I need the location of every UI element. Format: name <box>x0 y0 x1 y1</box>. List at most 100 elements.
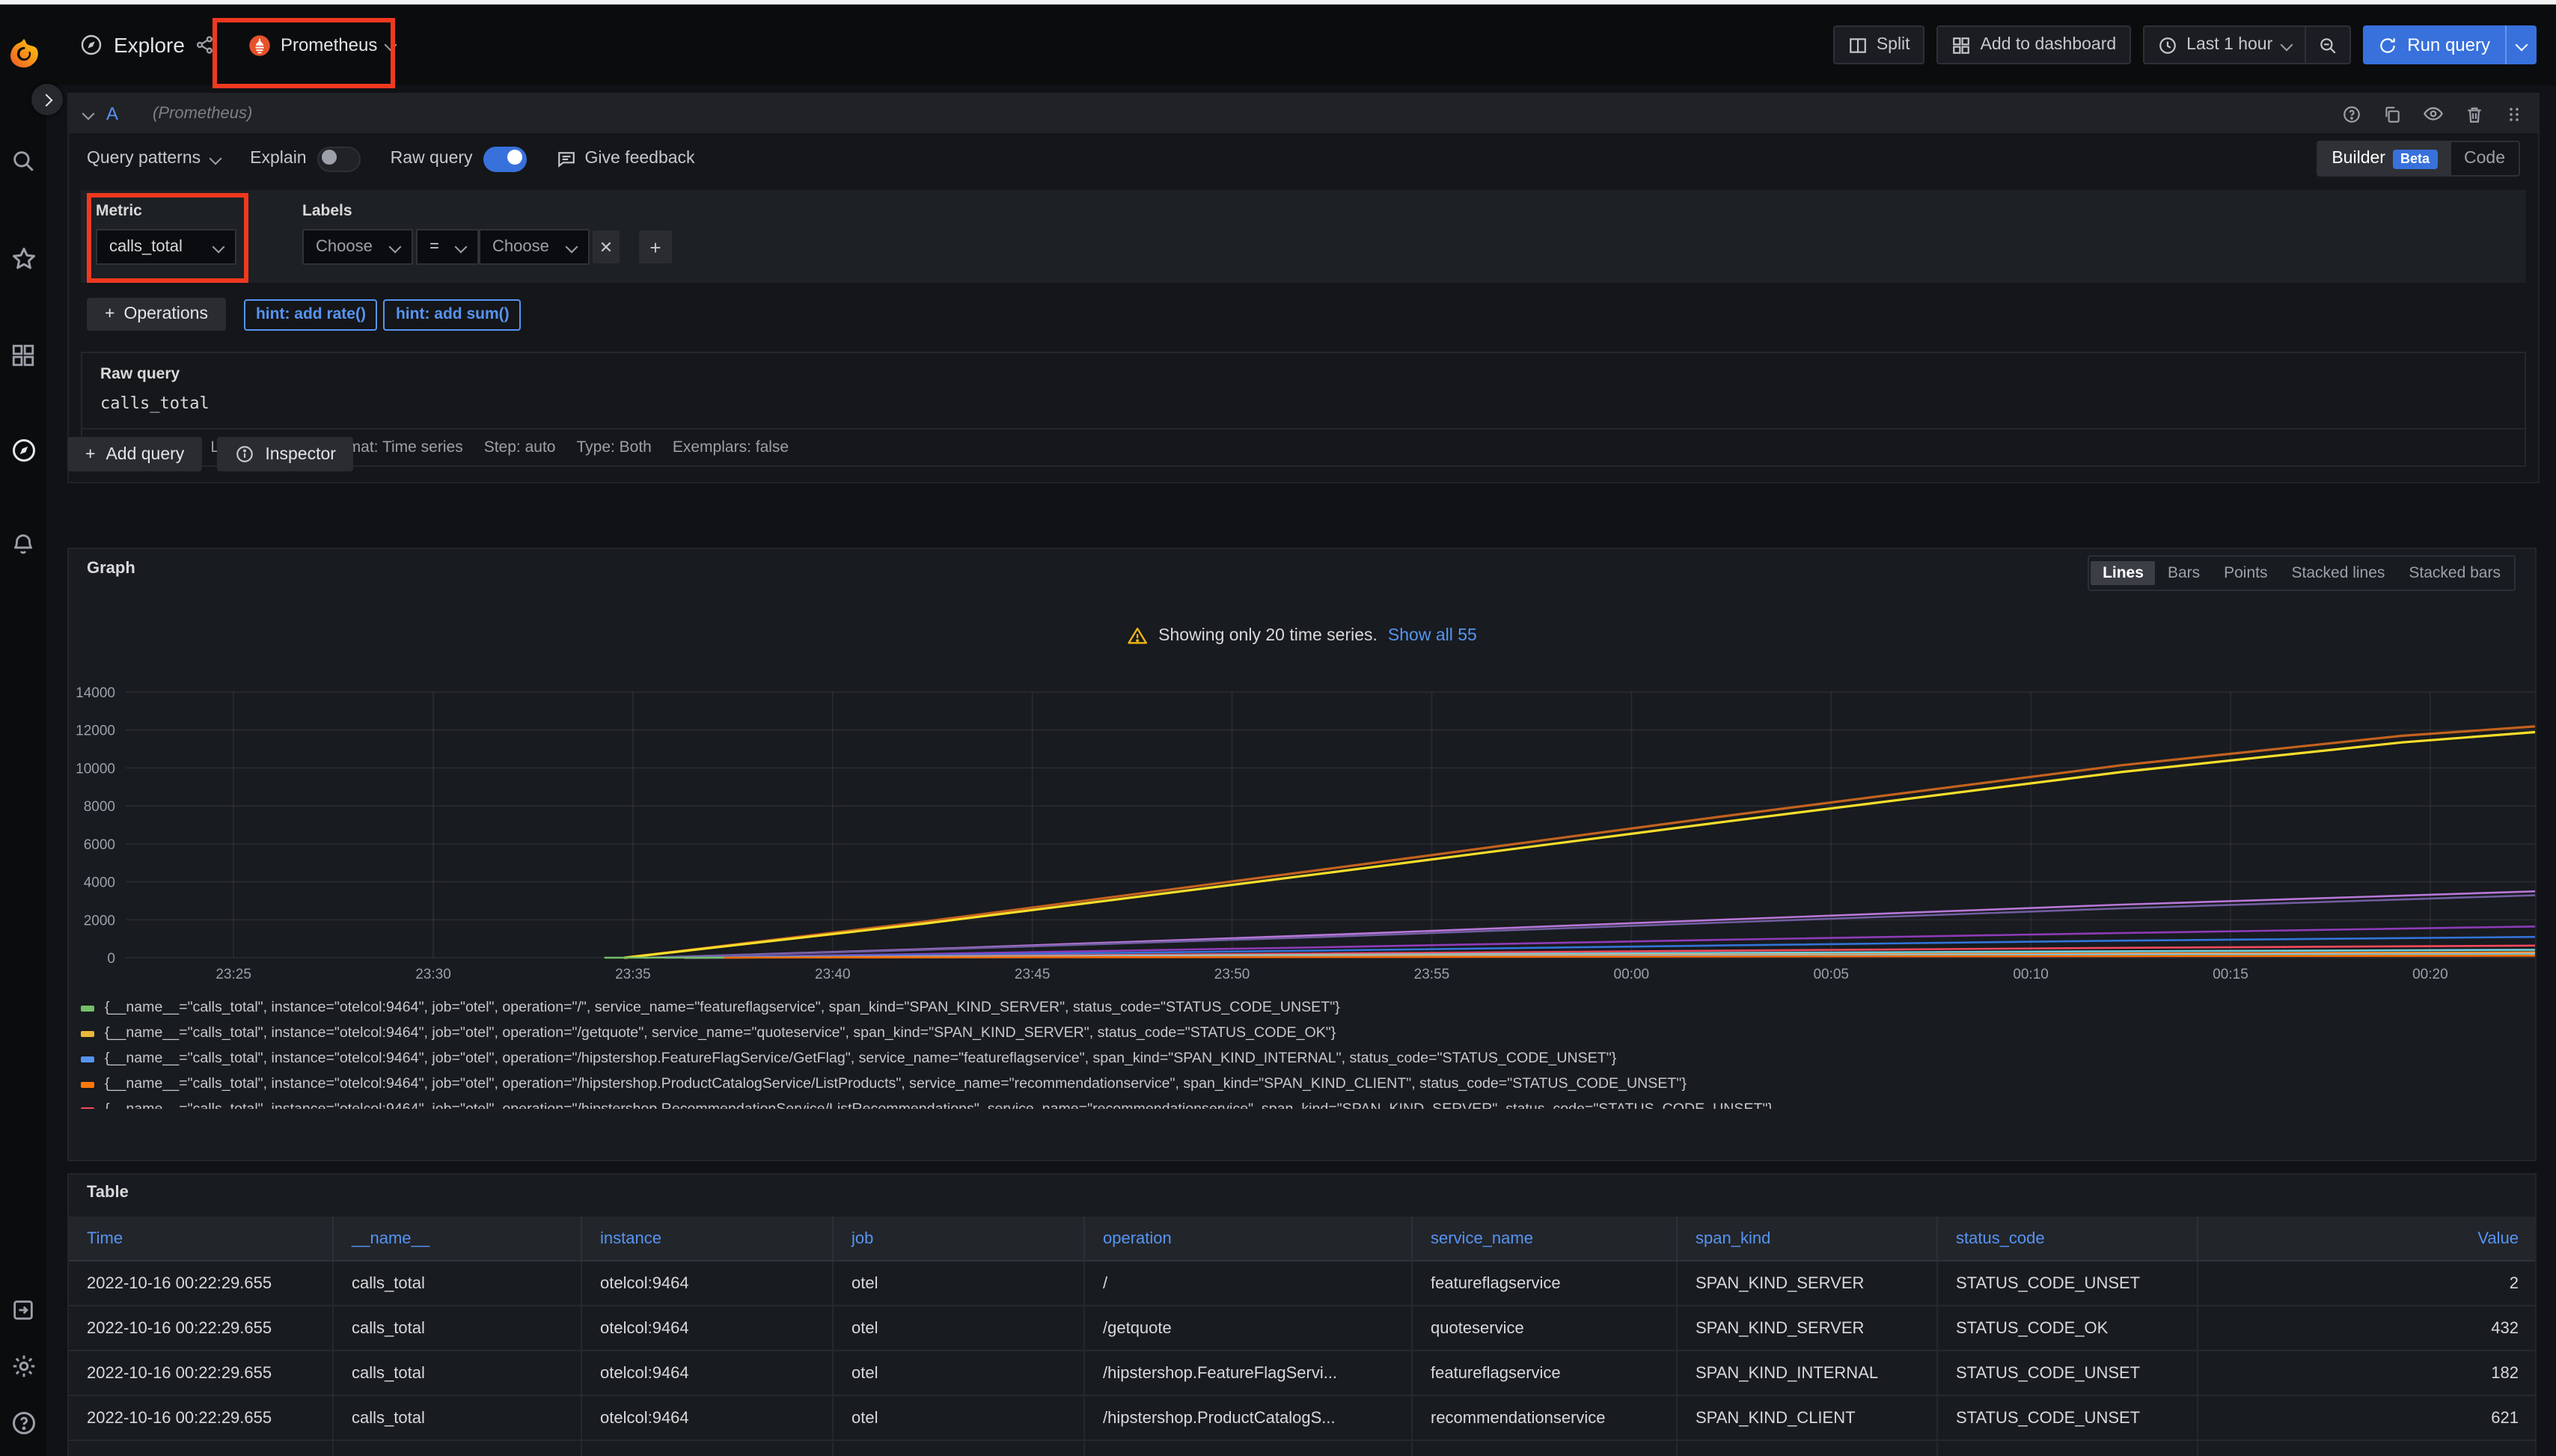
operations-button[interactable]: + Operations <box>87 298 226 331</box>
table-header-spankind[interactable]: span_kind <box>1678 1217 1938 1261</box>
table-header-statuscode[interactable]: status_code <box>1938 1217 2198 1261</box>
legend-color-marker <box>81 1107 94 1109</box>
table-header-name[interactable]: __name__ <box>334 1217 582 1261</box>
graph-mode-stacked-bars[interactable]: Stacked bars <box>2397 561 2513 585</box>
help-circle-icon[interactable] <box>2342 104 2361 123</box>
graph-mode-stacked-lines[interactable]: Stacked lines <box>2280 561 2397 585</box>
series-limit-warning: Showing only 20 time series. Show all 55 <box>1127 625 1477 646</box>
add-query-button[interactable]: + Add query <box>67 437 202 471</box>
query-ref-id: A <box>106 103 118 124</box>
raw-query-label: Raw query <box>391 150 473 168</box>
copy-icon[interactable] <box>2382 104 2402 123</box>
table-header-servicename[interactable]: service_name <box>1413 1217 1678 1261</box>
run-query-button[interactable]: Run query <box>2362 25 2537 64</box>
run-query-caret[interactable] <box>2505 25 2537 64</box>
table-row[interactable]: 2022-10-16 00:22:29.655calls_totalotelco… <box>69 1351 2537 1396</box>
legend-label[interactable]: {__name__="calls_total", instance="otelc… <box>105 1076 1687 1092</box>
table-cell: recommendationservice <box>1413 1396 1678 1441</box>
option-summary: Exemplars: false <box>673 438 789 456</box>
legend-label[interactable]: {__name__="calls_total", instance="otelc… <box>105 1101 1773 1109</box>
show-all-series-link[interactable]: Show all 55 <box>1388 627 1477 645</box>
table-cell: SPAN_KIND_INTERNAL <box>1678 1351 1938 1396</box>
query-patterns-dropdown[interactable]: Query patterns <box>87 150 220 168</box>
sign-in-icon[interactable] <box>0 1291 46 1327</box>
table-cell: 2022-10-16 00:22:29.655 <box>69 1306 334 1351</box>
table-row[interactable]: 2022-10-16 00:22:29.655calls_totalotelco… <box>69 1396 2537 1441</box>
table-cell: 621 <box>2198 1396 2537 1441</box>
search-icon[interactable] <box>0 142 46 178</box>
table-header-job[interactable]: job <box>834 1217 1085 1261</box>
builder-tab[interactable]: Builder Beta <box>2318 142 2450 175</box>
legend-label[interactable]: {__name__="calls_total", instance="otelc… <box>105 1050 1616 1067</box>
add-to-dashboard-button[interactable]: Add to dashboard <box>1937 25 2132 64</box>
legend-item[interactable]: {__name__="calls_total", instance="otelc… <box>81 1097 2526 1109</box>
code-tab[interactable]: Code <box>2450 142 2519 175</box>
graph-mode-bars[interactable]: Bars <box>2156 561 2212 585</box>
table-header-time[interactable]: Time <box>69 1217 334 1261</box>
explore-compass-icon[interactable] <box>0 432 46 468</box>
split-button[interactable]: Split <box>1833 25 1925 64</box>
table-header-instance[interactable]: instance <box>582 1217 834 1261</box>
remove-label-button[interactable]: ✕ <box>593 230 620 263</box>
alerting-bell-icon[interactable] <box>0 525 46 561</box>
table-row[interactable]: 2022-10-16 00:22:29.655calls_totalotelco… <box>69 1441 2537 1456</box>
hide-response-eye-icon[interactable] <box>2423 103 2444 124</box>
graph-svg[interactable]: 0200040006000800010000120001400023:2523:… <box>69 675 2537 995</box>
table-cell: /hipstershop.FeatureFlagServi... <box>1085 1351 1413 1396</box>
label-operator-select[interactable]: = <box>416 229 479 265</box>
legend-label[interactable]: {__name__="calls_total", instance="otelc… <box>105 1025 1336 1041</box>
raw-query-toggle[interactable] <box>483 146 527 171</box>
table-cell: / <box>1085 1261 1413 1306</box>
legend-item[interactable]: {__name__="calls_total", instance="otelc… <box>81 1021 2526 1046</box>
x-axis-tick: 23:30 <box>415 967 451 982</box>
help-icon[interactable] <box>0 1405 46 1441</box>
chevron-down-icon <box>2280 39 2293 52</box>
collapse-chevron-icon[interactable] <box>82 108 95 120</box>
zoom-out-time-button[interactable] <box>2304 27 2349 63</box>
star-icon[interactable] <box>0 241 46 277</box>
add-label-button[interactable]: + <box>639 230 672 263</box>
legend-item[interactable]: {__name__="calls_total", instance="otelc… <box>81 995 2526 1021</box>
y-axis-tick: 0 <box>107 951 115 967</box>
apps-icon[interactable] <box>0 337 46 373</box>
table-cell: calls_total <box>334 1351 582 1396</box>
table-cell: featureflagservice <box>1413 1261 1678 1306</box>
grafana-logo[interactable] <box>0 31 46 76</box>
table-cell: STATUS_CODE_UNSET <box>1938 1396 2198 1441</box>
query-hint-link[interactable]: hint: add rate() <box>244 299 378 330</box>
label-name-select[interactable]: Choose <box>302 229 413 265</box>
table-cell: otelcol:9464 <box>582 1441 834 1456</box>
metric-labels-card: Metric calls_total Labels Choose <box>81 190 2526 283</box>
zoom-out-icon <box>2317 35 2337 55</box>
comment-icon <box>557 149 576 168</box>
table-row[interactable]: 2022-10-16 00:22:29.655calls_totalotelco… <box>69 1261 2537 1306</box>
time-range-button[interactable]: Last 1 hour <box>2144 27 2304 63</box>
trash-icon[interactable] <box>2465 104 2484 123</box>
graph-mode-points[interactable]: Points <box>2212 561 2279 585</box>
graph-mode-lines[interactable]: Lines <box>2091 561 2156 585</box>
hint-chips: hint: add rate()hint: add sum() <box>238 299 522 330</box>
drag-handle-icon[interactable] <box>2505 104 2523 123</box>
sidebar-expand-button[interactable] <box>31 84 63 115</box>
label-value-select[interactable]: Choose <box>479 229 590 265</box>
inspector-button[interactable]: Inspector <box>217 437 354 471</box>
table-header-value[interactable]: Value <box>2198 1217 2537 1261</box>
clock-icon <box>2158 35 2177 55</box>
settings-gear-icon[interactable] <box>0 1348 46 1384</box>
labels-label: Labels <box>302 202 672 220</box>
query-hint-link[interactable]: hint: add sum() <box>384 299 522 330</box>
query-row-header[interactable]: A (Prometheus) <box>69 94 2538 133</box>
options-row[interactable]: Options Legend: AutoFormat: Time seriesS… <box>81 429 2526 467</box>
table-cell: calls_total <box>334 1306 582 1351</box>
legend-label[interactable]: {__name__="calls_total", instance="otelc… <box>105 1000 1340 1016</box>
table-cell: /getquote <box>1085 1306 1413 1351</box>
legend-item[interactable]: {__name__="calls_total", instance="otelc… <box>81 1071 2526 1097</box>
explain-toggle[interactable] <box>317 146 361 171</box>
table-cell: otel <box>834 1441 1085 1456</box>
table-header-operation[interactable]: operation <box>1085 1217 1413 1261</box>
give-feedback-link[interactable]: Give feedback <box>557 149 695 168</box>
table-row[interactable]: 2022-10-16 00:22:29.655calls_totalotelco… <box>69 1306 2537 1351</box>
legend-item[interactable]: {__name__="calls_total", instance="otelc… <box>81 1046 2526 1071</box>
table-cell: calls_total <box>334 1396 582 1441</box>
table-cell: otel <box>834 1396 1085 1441</box>
